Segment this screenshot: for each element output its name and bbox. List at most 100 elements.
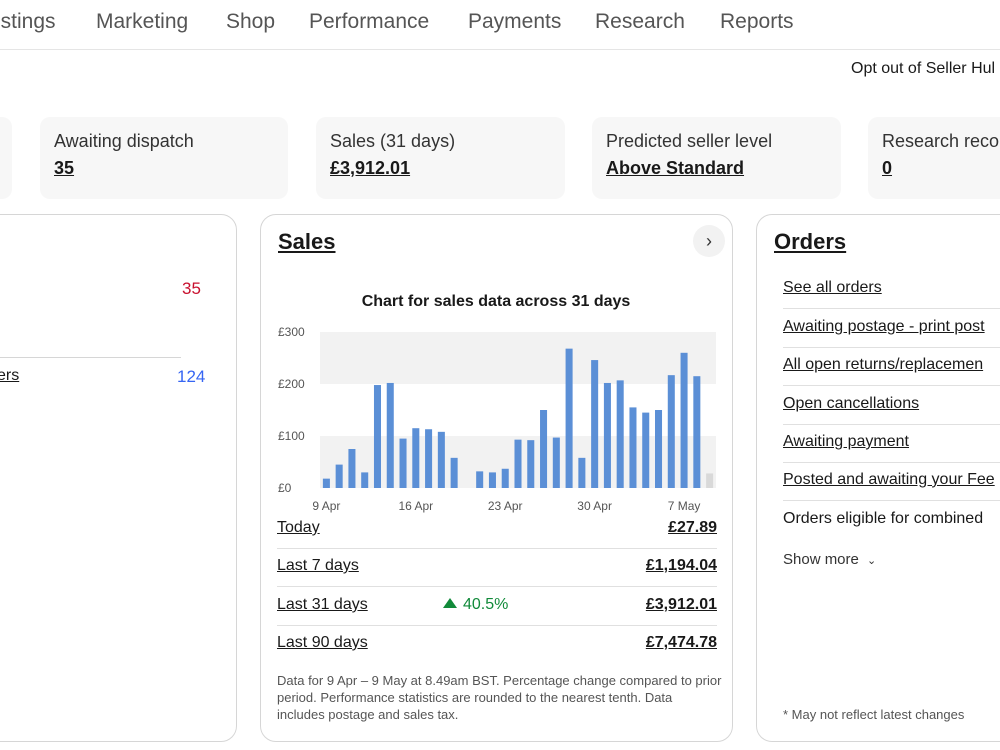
y-tick-label: £300 — [278, 325, 305, 339]
nav-research[interactable]: Research — [595, 10, 685, 33]
tile-value[interactable]: £3,912.01 — [330, 158, 411, 178]
sales-chevron-button[interactable]: › — [693, 225, 725, 257]
y-tick-label: £100 — [278, 429, 305, 443]
nav-shop[interactable]: Shop — [226, 10, 276, 33]
bar-14-apr — [386, 382, 394, 488]
bar-8-may — [693, 376, 701, 488]
bar-2-may — [616, 380, 624, 488]
nav-listings[interactable]: istings — [0, 10, 56, 33]
sales-row-label[interactable]: Last 90 days — [277, 634, 368, 651]
chevron-right-icon: › — [706, 230, 712, 251]
count-badge: 124 — [177, 367, 206, 386]
show-more-label: Show more — [783, 551, 859, 568]
tile-label: Research reco — [882, 131, 1000, 151]
orders-card: Orders — [756, 214, 1000, 742]
bar-4-may — [642, 412, 650, 488]
orders-list-item: Awaiting payment — [783, 425, 1000, 463]
tile-research[interactable]: Research reco 0 — [868, 117, 1000, 199]
nav-reports[interactable]: Reports — [720, 10, 794, 33]
sales-row-label[interactable]: Last 31 days — [277, 596, 368, 613]
orders-link[interactable]: Awaiting postage - print post — [783, 318, 985, 335]
bar-22-apr — [488, 472, 496, 488]
bar-12-apr — [361, 472, 369, 488]
chart-title: Chart for sales data across 31 days — [361, 293, 631, 310]
bar-29-apr — [578, 457, 586, 488]
bar-6-may — [667, 375, 675, 488]
orders-list-item: All open returns/replacemen — [783, 348, 1000, 386]
sales-row-value[interactable]: £27.89 — [668, 519, 717, 536]
tile-predicted-seller-level[interactable]: Predicted seller level Above Standard — [592, 117, 841, 199]
orders-link[interactable]: Posted and awaiting your Fee — [783, 471, 995, 488]
sales-row-label[interactable]: Today — [277, 519, 320, 536]
top-navigation: istings Marketing Shop Performance Payme… — [0, 0, 1000, 50]
orders-link[interactable]: All open returns/replacemen — [783, 356, 984, 373]
orders-list-item: Awaiting postage - print post — [783, 310, 1000, 348]
bar-30-apr — [591, 360, 599, 488]
tile-value[interactable]: 0 — [882, 158, 893, 178]
bar-1-may — [603, 382, 611, 488]
orders-list-item: Open cancellations — [783, 387, 1000, 425]
y-tick-label: £0 — [278, 481, 292, 495]
x-tick-label: 23 Apr — [488, 499, 523, 513]
chevron-down-icon: ⌄ — [867, 555, 877, 567]
sales-bar-chart: £0 £100 £200 £300 9 Apr 16 Apr 23 Apr 30 Apr 7 M… — [278, 325, 716, 513]
sales-row-label[interactable]: Last 7 days — [277, 557, 359, 574]
grid-band — [320, 332, 716, 384]
tile-sales-31-days[interactable]: Sales (31 days) £3,912.01 — [316, 117, 565, 199]
tasks-link[interactable]: ers — [0, 367, 20, 384]
bar-25-apr — [527, 440, 535, 488]
y-tick-label: £200 — [278, 377, 305, 391]
bar-16-apr — [412, 428, 420, 488]
x-tick-label: 30 Apr — [577, 499, 612, 513]
orders-link[interactable]: See all orders — [783, 279, 882, 296]
nav-marketing[interactable]: Marketing — [96, 10, 189, 33]
sales-row-value[interactable]: £7,474.78 — [645, 634, 717, 651]
nav-payments[interactable]: Payments — [468, 10, 562, 33]
divider — [0, 357, 181, 358]
bar-28-apr — [565, 348, 573, 488]
orders-list-item: See all orders — [783, 271, 1000, 309]
sales-row-last-90-days: Last 90 days £7,474.78 — [277, 626, 717, 664]
tile-partial — [0, 117, 12, 199]
opt-out-link[interactable]: Opt out of Seller Hul — [851, 60, 996, 77]
tasks-card: 35 ers 124 — [0, 214, 237, 742]
nav-performance[interactable]: Performance — [309, 10, 430, 33]
orders-link[interactable]: Awaiting payment — [783, 433, 909, 450]
sales-row-value[interactable]: £1,194.04 — [645, 557, 717, 574]
sales-row-last-31-days: Last 31 days 40.5% £3,912.01 — [277, 588, 717, 626]
show-more-button[interactable]: Show more ⌄ — [783, 551, 876, 568]
bar-5-may — [655, 410, 663, 488]
orders-link[interactable]: Open cancellations — [783, 395, 920, 412]
orders-list-item: Posted and awaiting your Fee — [783, 463, 1000, 501]
tile-value[interactable]: 35 — [54, 158, 75, 178]
sales-card-title[interactable]: Sales — [278, 229, 336, 254]
bar-19-apr — [450, 457, 458, 488]
tile-label: Sales (31 days) — [330, 131, 456, 151]
bar-18-apr — [437, 431, 445, 488]
orders-text: Orders eligible for combined — [783, 510, 984, 527]
bar-9-apr — [322, 478, 330, 488]
x-tick-label: 9 Apr — [312, 499, 340, 513]
bar-9-may — [706, 473, 714, 488]
bar-11-apr — [348, 449, 356, 488]
tile-label: Awaiting dispatch — [54, 131, 194, 151]
bar-27-apr — [552, 437, 560, 488]
bar-23-apr — [501, 468, 509, 488]
tile-label: Predicted seller level — [606, 131, 773, 151]
bar-26-apr — [540, 410, 548, 488]
bar-21-apr — [476, 471, 484, 488]
percent-change-value: 40.5% — [463, 596, 509, 613]
percent-change: 40.5% — [443, 596, 508, 614]
bar-3-may — [629, 407, 637, 488]
orders-card-title[interactable]: Orders — [774, 229, 847, 254]
sales-row-value[interactable]: £3,912.01 — [645, 596, 717, 613]
orders-list-item: Orders eligible for combined — [783, 502, 1000, 540]
sales-row-today: Today £27.89 — [277, 511, 717, 549]
x-tick-label: 7 May — [668, 499, 701, 513]
tile-value[interactable]: Above Standard — [606, 158, 745, 178]
bar-10-apr — [335, 464, 343, 488]
tile-awaiting-dispatch[interactable]: Awaiting dispatch 35 — [40, 117, 288, 199]
bar-17-apr — [425, 429, 433, 488]
x-tick-label: 16 Apr — [398, 499, 433, 513]
sales-row-last-7-days: Last 7 days £1,194.04 — [277, 549, 717, 587]
